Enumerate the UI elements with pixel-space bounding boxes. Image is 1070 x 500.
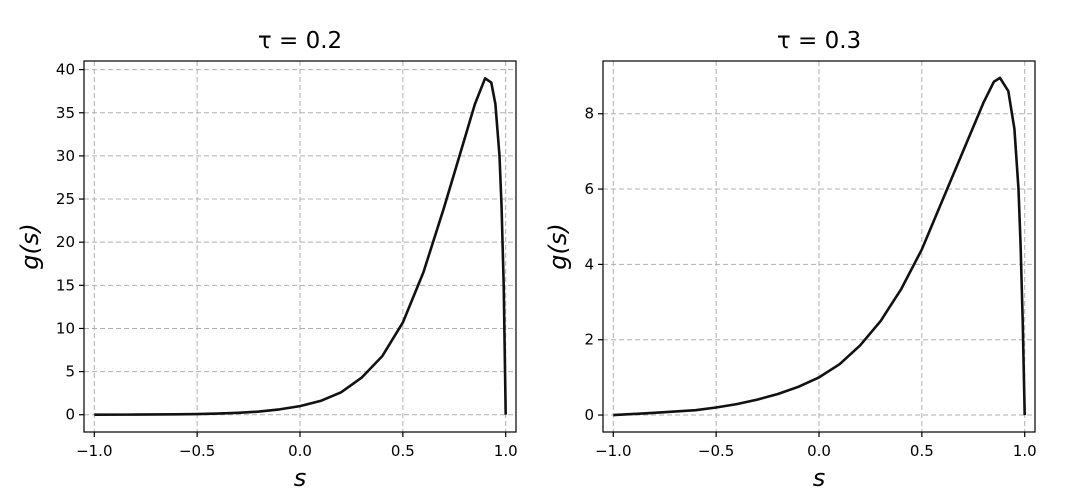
chart-title: τ = 0.2	[258, 28, 342, 54]
y-tick-label: 35	[56, 104, 75, 122]
x-tick-label: −1.0	[595, 442, 631, 460]
y-tick-label: 15	[56, 276, 75, 294]
y-tick-label: 2	[584, 331, 594, 349]
y-tick-label: 20	[56, 233, 75, 251]
y-tick-label: 5	[65, 363, 75, 381]
x-tick-label: 0.5	[910, 442, 934, 460]
x-tick-label: 0.0	[288, 442, 312, 460]
x-tick-label: 0.0	[807, 442, 831, 460]
x-tick-label: 0.5	[391, 442, 415, 460]
y-axis-label: g(s)	[16, 223, 44, 269]
x-tick-label: −1.0	[76, 442, 112, 460]
x-axis-label: s	[813, 464, 826, 492]
y-tick-label: 30	[56, 147, 75, 165]
y-axis-label: g(s)	[544, 223, 572, 269]
x-tick-label: 1.0	[1013, 442, 1037, 460]
y-tick-label: 6	[584, 180, 594, 198]
chart-panel-1: −1.0 −0.5 0.0 0.5 1.0 0 5 10 15 20 25 30 35 40 τ = 0.2…	[16, 28, 518, 492]
chart-panel-2: −1.0 −0.5 0.0 0.5 1.0 0 2 4 6 8 τ = 0.3 s g(s)	[544, 28, 1037, 492]
x-tick-label: −0.5	[179, 442, 215, 460]
y-tick-label: 0	[65, 406, 75, 424]
y-tick-label: 0	[584, 406, 594, 424]
series-line	[94, 77, 507, 417]
series-line	[613, 76, 1026, 417]
chart-title: τ = 0.3	[777, 28, 861, 54]
y-tick-label: 40	[56, 61, 75, 79]
y-tick-label: 4	[584, 255, 594, 273]
x-axis-label: s	[294, 464, 307, 492]
y-tick-label: 8	[584, 105, 594, 123]
y-tick-label: 25	[56, 190, 75, 208]
x-tick-label: 1.0	[494, 442, 518, 460]
y-tick-label: 10	[56, 319, 75, 337]
x-tick-label: −0.5	[698, 442, 734, 460]
